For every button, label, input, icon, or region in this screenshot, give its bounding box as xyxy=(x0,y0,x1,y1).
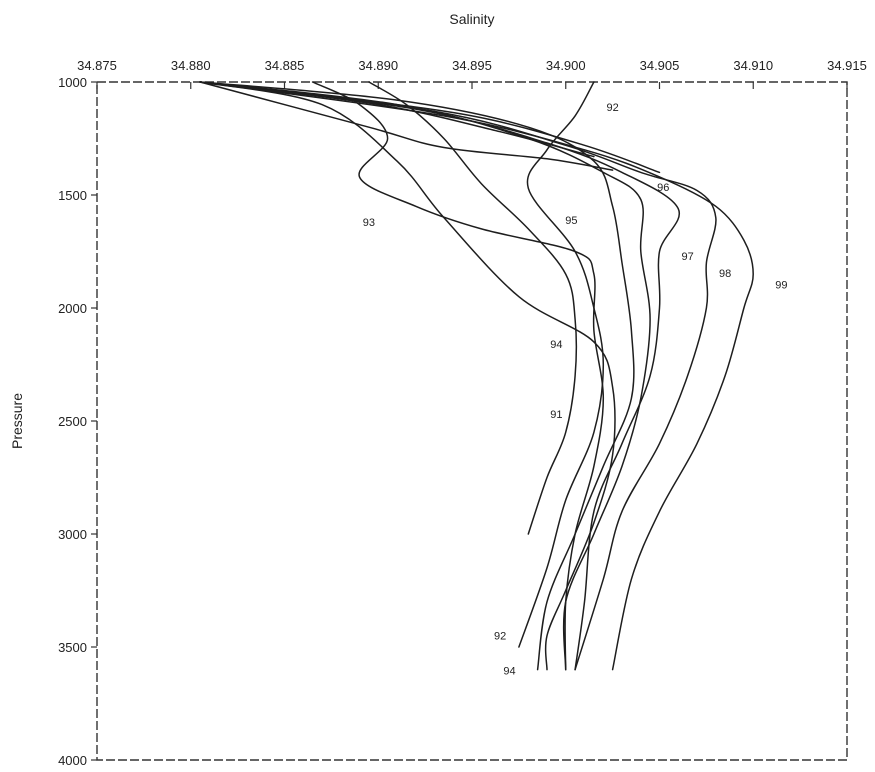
curve-label: 94 xyxy=(503,666,515,678)
series-line-95 xyxy=(199,81,635,671)
curve-label: 96 xyxy=(657,182,669,194)
series-line-98 xyxy=(199,81,717,671)
curve-label: 93 xyxy=(363,217,375,229)
x-tick-label: 34.895 xyxy=(452,58,492,73)
y-tick-label: 3500 xyxy=(58,640,87,655)
y-tick-label: 2000 xyxy=(58,301,87,316)
series-line-93 xyxy=(311,81,605,671)
series-line-97 xyxy=(199,81,681,671)
y-tick-label: 1000 xyxy=(58,75,87,90)
curve-label: 94 xyxy=(550,339,562,351)
series-line-94b xyxy=(199,81,595,158)
series-line-94 xyxy=(199,81,616,671)
series-line-91 xyxy=(368,81,578,535)
curve-label: 92 xyxy=(607,102,619,114)
x-tick-label: 34.915 xyxy=(827,58,867,73)
y-tick-label: 3000 xyxy=(58,527,87,542)
x-tick-label: 34.900 xyxy=(546,58,586,73)
x-tick-label: 34.910 xyxy=(733,58,773,73)
plot-frame xyxy=(96,81,848,761)
x-tick-label: 34.880 xyxy=(171,58,211,73)
curve-label: 98 xyxy=(719,268,731,280)
y-tick-label: 2500 xyxy=(58,414,87,429)
x-tick-label: 34.890 xyxy=(358,58,398,73)
curve-label: 97 xyxy=(682,251,694,263)
curve-label: 92 xyxy=(494,631,506,643)
y-tick-label: 1500 xyxy=(58,188,87,203)
series-line-92c xyxy=(199,81,614,171)
series-line-96 xyxy=(199,81,651,671)
curve-label: 99 xyxy=(775,279,787,291)
series-line-99 xyxy=(199,81,754,671)
curve-label: 95 xyxy=(565,215,577,227)
curve-label: 91 xyxy=(550,409,562,421)
y-axis-title: Pressure xyxy=(9,393,25,449)
x-tick-label: 34.885 xyxy=(265,58,305,73)
x-tick-label: 34.905 xyxy=(640,58,680,73)
y-tick-label: 4000 xyxy=(58,753,87,767)
x-axis-title: Salinity xyxy=(449,11,494,27)
x-tick-label: 34.875 xyxy=(77,58,117,73)
